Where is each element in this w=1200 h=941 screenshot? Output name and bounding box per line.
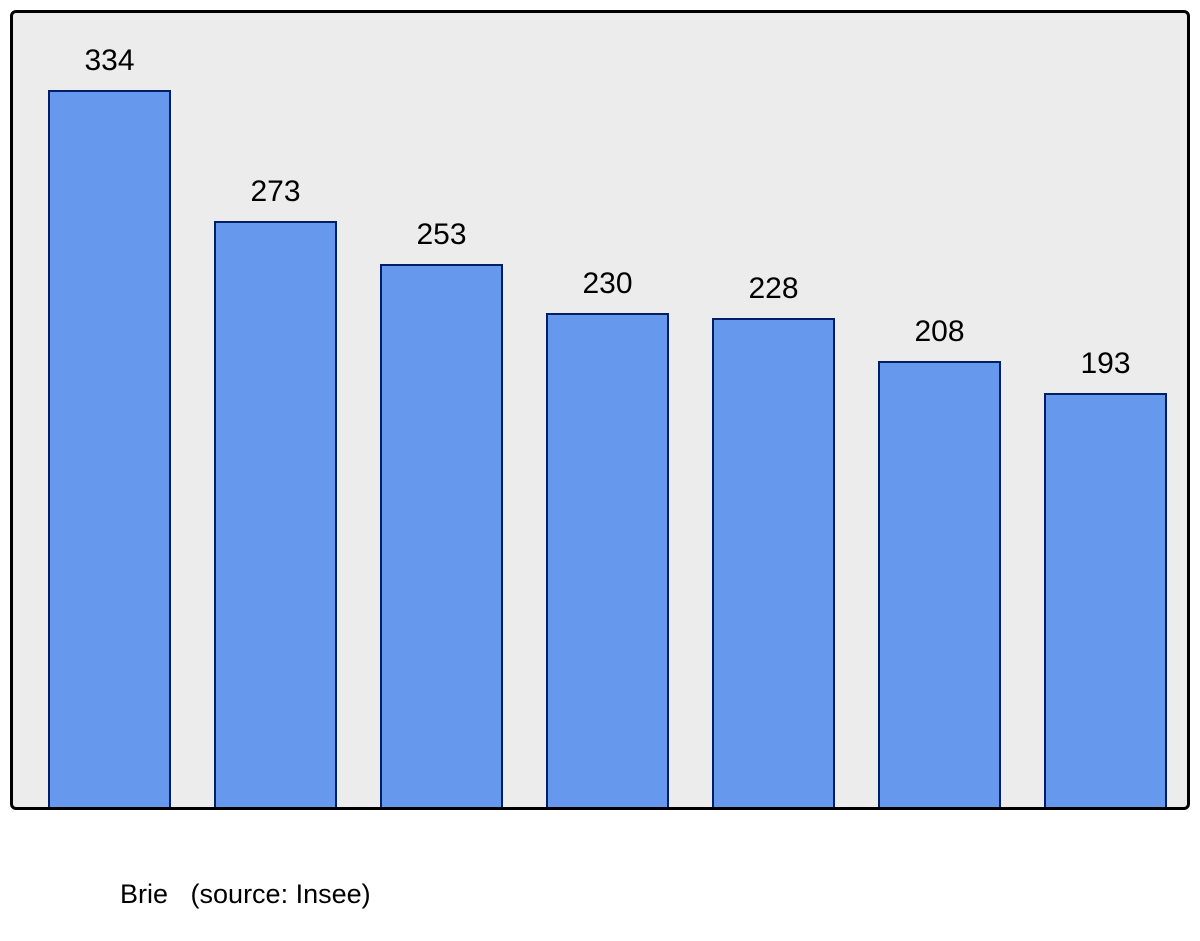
bar [546,313,669,807]
bar-value-label: 334 [84,44,134,78]
bar-value-label: 253 [416,218,466,252]
caption-gap [168,879,191,909]
bar-value-label: 208 [914,315,964,349]
plot-area: 334 273 253 230 228 208 193 [10,10,1190,810]
bar [1044,393,1167,807]
chart-page: 334273253230228208193 Brie (source: Inse… [0,0,1200,897]
bar [214,221,337,807]
bar-value-label: 228 [748,272,798,306]
bar-value-label: 193 [1080,347,1130,381]
chart-caption: Brie (source: Insee) [90,848,371,941]
bar [380,264,503,807]
bar-value-label: 230 [582,267,632,301]
caption-source: (source: Insee) [191,879,371,909]
bar [712,318,835,807]
bar-value-label: 273 [250,175,300,209]
caption-subject: Brie [120,879,168,909]
bar [48,90,171,807]
bar [878,361,1001,807]
